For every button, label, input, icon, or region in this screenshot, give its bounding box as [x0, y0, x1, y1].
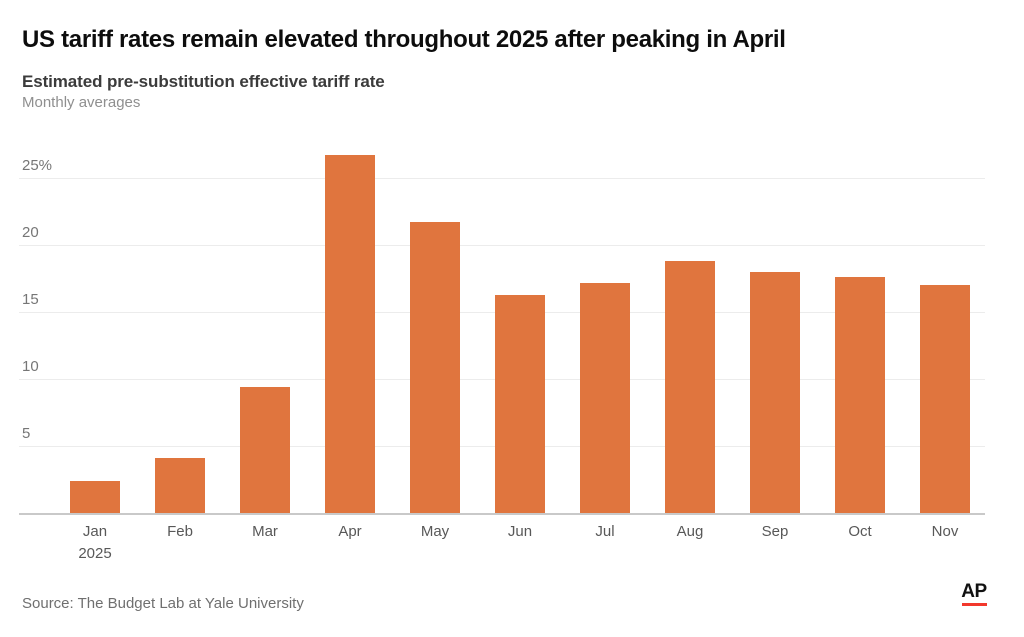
source-attribution: Source: The Budget Lab at Yale Universit…	[22, 595, 304, 612]
gridline-25	[19, 178, 985, 179]
ap-logo-underline	[961, 603, 987, 606]
bar-feb	[155, 458, 205, 513]
y-axis-tick-25: 25%	[22, 157, 53, 174]
x-axis-tick-oct: Oct	[848, 523, 872, 540]
x-axis-year-label: 2025	[78, 545, 112, 562]
ap-logo: AP	[960, 582, 988, 606]
bar-nov	[920, 285, 970, 513]
ap-logo-text: AP	[961, 581, 987, 602]
x-axis-tick-jan: Jan	[82, 523, 108, 540]
chart-note: Monthly averages	[22, 94, 141, 111]
x-axis-tick-may: May	[420, 523, 450, 540]
bar-jul	[580, 282, 630, 513]
bar-sep	[750, 271, 800, 513]
y-axis-tick-10: 10	[22, 358, 39, 375]
x-axis-tick-aug: Aug	[676, 523, 704, 540]
bar-jan	[70, 480, 120, 513]
y-axis-tick-20: 20	[22, 224, 39, 241]
bar-may	[410, 222, 460, 513]
x-axis-tick-feb: Feb	[167, 523, 193, 540]
x-axis-tick-jun: Jun	[507, 523, 533, 540]
y-axis-tick-5: 5	[22, 425, 31, 442]
x-axis-tick-apr: Apr	[338, 523, 362, 540]
x-axis-line	[19, 513, 985, 515]
bar-apr	[325, 155, 375, 513]
chart-title: US tariff rates remain elevated througho…	[22, 26, 786, 53]
bar-jun	[495, 294, 545, 513]
x-axis-tick-jul: Jul	[595, 523, 615, 540]
bar-aug	[665, 261, 715, 513]
bar-oct	[835, 277, 885, 513]
x-axis-tick-mar: Mar	[252, 523, 278, 540]
x-axis-tick-sep: Sep	[761, 523, 789, 540]
x-axis-tick-nov: Nov	[931, 523, 959, 540]
y-axis-tick-15: 15	[22, 291, 39, 308]
bar-mar	[240, 387, 290, 513]
chart-subtitle: Estimated pre-substitution effective tar…	[22, 72, 385, 91]
gridline-20	[19, 245, 985, 246]
